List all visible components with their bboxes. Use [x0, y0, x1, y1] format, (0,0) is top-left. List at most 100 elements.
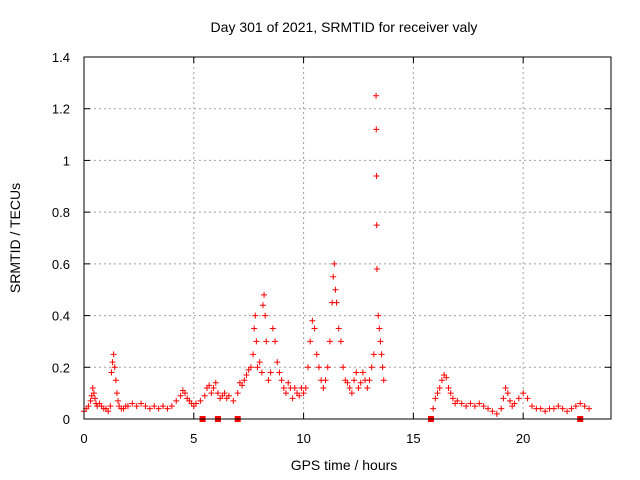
data-point	[493, 410, 500, 417]
data-point	[197, 397, 204, 404]
data-point	[289, 395, 296, 402]
data-point	[262, 312, 269, 319]
data-point	[380, 377, 387, 384]
data-point	[438, 377, 445, 384]
data-point	[520, 390, 527, 397]
data-point	[332, 286, 339, 293]
data-point	[241, 377, 248, 384]
data-point	[239, 382, 246, 389]
data-point	[322, 377, 329, 384]
data-point	[138, 400, 145, 407]
data-point	[309, 317, 316, 324]
data-point	[265, 377, 272, 384]
data-point	[581, 403, 588, 410]
data-point	[458, 400, 465, 407]
data-point	[524, 395, 531, 402]
data-point	[489, 408, 496, 415]
data-point	[291, 384, 298, 391]
data-point	[502, 384, 509, 391]
y-tick-label: 1	[63, 153, 70, 168]
data-point	[340, 364, 347, 371]
data-point	[258, 369, 265, 376]
data-point	[250, 351, 257, 358]
data-point	[259, 302, 266, 309]
data-point	[335, 325, 342, 332]
data-point	[498, 405, 505, 412]
data-point	[359, 369, 366, 376]
data-point	[269, 325, 276, 332]
x-axis-label: GPS time / hours	[291, 457, 398, 473]
data-point	[105, 408, 112, 415]
data-point	[221, 390, 228, 397]
data-point	[445, 384, 452, 391]
data-point	[379, 364, 386, 371]
data-point	[272, 338, 279, 345]
data-point	[370, 351, 377, 358]
data-point	[111, 364, 118, 371]
data-point	[364, 384, 371, 391]
data-point	[276, 369, 283, 376]
data-point	[376, 325, 383, 332]
data-point	[115, 397, 122, 404]
data-point	[330, 273, 337, 280]
data-point	[471, 403, 478, 410]
axis-ticks	[83, 56, 611, 420]
data-point	[564, 408, 571, 415]
plot-frame	[83, 56, 612, 420]
data-point	[443, 374, 450, 381]
data-point	[454, 397, 461, 404]
data-point	[568, 405, 575, 412]
data-point	[377, 338, 384, 345]
data-point	[366, 377, 373, 384]
data-point	[91, 395, 98, 402]
data-point	[313, 351, 320, 358]
data-point	[274, 359, 281, 366]
data-point	[449, 395, 456, 402]
x-tick-label: 5	[190, 431, 197, 446]
data-point	[432, 395, 439, 402]
data-point	[173, 397, 180, 404]
data-point	[87, 397, 94, 404]
data-point	[346, 384, 353, 391]
y-tick-label: 0.4	[52, 309, 70, 324]
data-point	[267, 369, 274, 376]
data-point	[324, 364, 331, 371]
data-point	[353, 369, 360, 376]
data-point	[283, 390, 290, 397]
x-tick-label: 15	[406, 431, 420, 446]
data-point	[434, 390, 441, 397]
data-point	[133, 403, 140, 410]
data-point	[373, 266, 380, 273]
data-point	[542, 408, 549, 415]
data-point	[109, 359, 116, 366]
data-point	[311, 325, 318, 332]
data-point	[85, 403, 92, 410]
x-tick-label: 0	[80, 431, 87, 446]
data-point	[263, 338, 270, 345]
grid-lines	[84, 57, 611, 419]
data-point	[559, 405, 566, 412]
data-point	[344, 379, 351, 386]
data-point	[89, 384, 96, 391]
data-point	[160, 403, 167, 410]
data-point	[307, 338, 314, 345]
data-point	[280, 384, 287, 391]
data-point	[326, 338, 333, 345]
data-point	[90, 390, 97, 397]
data-point	[504, 390, 511, 397]
data-point	[550, 405, 557, 412]
chart-title: Day 301 of 2021, SRMTID for receiver val…	[211, 19, 478, 35]
data-point	[586, 405, 593, 412]
data-point	[337, 338, 344, 345]
y-tick-label: 1.4	[52, 50, 70, 65]
data-point	[373, 92, 380, 99]
data-point	[480, 403, 487, 410]
data-point	[225, 392, 232, 399]
data-point	[528, 403, 535, 410]
data-point	[331, 260, 338, 267]
data-point	[230, 397, 237, 404]
data-point	[515, 395, 522, 402]
data-point	[146, 405, 153, 412]
data-point	[320, 384, 327, 391]
data-point	[555, 403, 562, 410]
